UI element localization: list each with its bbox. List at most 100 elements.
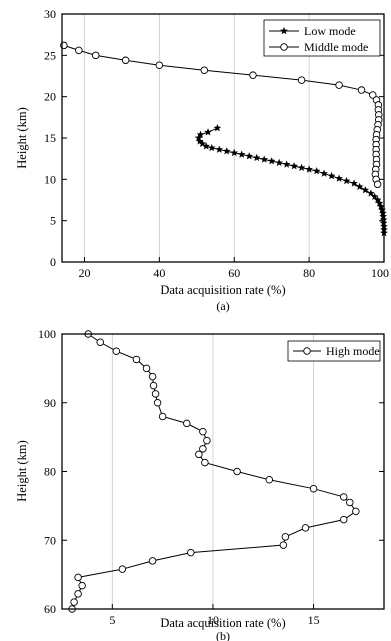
chart-a-data-point bbox=[361, 185, 370, 194]
chart-b-series-line bbox=[71, 333, 357, 610]
chart-a-data-point bbox=[370, 192, 379, 201]
chart-a-data-point bbox=[213, 123, 222, 132]
chart-a-data-point bbox=[207, 143, 216, 152]
chart-a-data-point bbox=[366, 189, 375, 197]
chart-a-data-point bbox=[121, 56, 130, 65]
chart-b-data-point bbox=[203, 436, 211, 445]
chart-a-data-point bbox=[342, 176, 351, 185]
chart-a-y-tick-label: 0 bbox=[50, 255, 56, 269]
chart-b-tick-labels: 5 10 15 60 70 80 90 100 bbox=[38, 327, 320, 627]
chart-b-xlabel: Data acquisition rate (%) bbox=[160, 616, 285, 630]
chart-b-data-point bbox=[195, 450, 203, 459]
chart-a-y-tick-label: 5 bbox=[50, 214, 56, 228]
chart-b-grid bbox=[111, 334, 314, 609]
chart-b-data-point bbox=[201, 458, 209, 467]
chart-a-data-point bbox=[196, 130, 205, 139]
chart-b-data-point bbox=[118, 565, 127, 573]
chart-b-data-point bbox=[281, 533, 290, 541]
chart-b-data-point bbox=[153, 399, 162, 407]
chart-a-data-point bbox=[373, 180, 382, 189]
legend-star-marker-shape bbox=[280, 26, 288, 35]
chart-b-data-point bbox=[78, 581, 86, 590]
chart-a-data-point bbox=[305, 165, 314, 173]
chart-a-data-point bbox=[350, 179, 359, 187]
chart-b-legend-label-high: High mode bbox=[326, 344, 380, 358]
chart-a-x-tick-label: 100 bbox=[371, 266, 389, 280]
chart-b-caption: (b) bbox=[216, 629, 230, 641]
chart-b-data-point bbox=[340, 515, 348, 524]
chart-a-data-point bbox=[320, 169, 329, 177]
chart-a-data-point bbox=[335, 81, 343, 89]
chart-a-data-point bbox=[91, 51, 100, 60]
legend-circle-marker bbox=[280, 43, 288, 51]
chart-b-data-point bbox=[151, 390, 160, 398]
legend-circle-marker bbox=[303, 347, 311, 355]
chart-b-data-point bbox=[158, 412, 167, 421]
chart-b-y-tick-label: 100 bbox=[38, 327, 56, 341]
chart-a-data-point bbox=[222, 147, 231, 155]
chart-a-data-point bbox=[297, 163, 306, 172]
chart-b-y-tick-label: 90 bbox=[44, 396, 56, 410]
chart-b-x-tick-label: 15 bbox=[308, 613, 320, 627]
chart-b-x-tick-label: 10 bbox=[207, 613, 219, 627]
chart-b-data-point bbox=[279, 541, 288, 549]
chart-b: 5 10 15 60 70 80 90 100 Data acquisition rate (… bbox=[15, 327, 385, 641]
chart-a-data-point bbox=[297, 76, 306, 84]
chart-a-data-point bbox=[204, 128, 212, 136]
chart-a-data-point bbox=[200, 66, 209, 74]
chart-a-data-point bbox=[249, 71, 257, 79]
chart-a-y-tick-label: 25 bbox=[44, 48, 56, 62]
chart-a-series-line bbox=[198, 127, 385, 234]
chart-a-data-point bbox=[335, 174, 344, 182]
chart-b-x-tick-label: 5 bbox=[109, 613, 115, 627]
chart-a-y-tick-label: 20 bbox=[44, 90, 56, 104]
chart-b-data-point bbox=[112, 347, 121, 355]
chart-a-data-point bbox=[369, 91, 377, 99]
chart-a-y-tick-label: 10 bbox=[44, 172, 56, 186]
chart-b-data-point bbox=[352, 507, 360, 516]
chart-a-data-point bbox=[375, 199, 384, 207]
chart-a-data-point bbox=[290, 161, 299, 170]
chart-a-legend: Low mode Middle mode bbox=[263, 19, 381, 57]
legend-circle-marker-shape bbox=[303, 347, 311, 355]
chart-b-ticks bbox=[62, 333, 384, 610]
chart-a-series-0 bbox=[194, 123, 388, 237]
chart-b-legend-box bbox=[287, 340, 381, 362]
chart-a-series-line bbox=[63, 44, 380, 185]
chart-a-data-point bbox=[202, 142, 211, 150]
chart-b-data-point bbox=[74, 573, 82, 582]
chart-a-data-point bbox=[252, 153, 261, 162]
chart-a-legend-label-middle: Middle mode bbox=[304, 40, 368, 54]
legend-star-marker bbox=[280, 26, 288, 35]
chart-a-legend-entry-low: Low mode bbox=[269, 24, 356, 38]
chart-a-data-point bbox=[357, 86, 366, 94]
chart-b-y-tick-label: 60 bbox=[44, 602, 56, 616]
chart-a-data-point bbox=[245, 152, 254, 160]
chart-a-data-point bbox=[282, 160, 291, 168]
chart-a-data-point bbox=[155, 61, 164, 70]
chart-b-data-point bbox=[265, 476, 274, 484]
chart-b-data-point bbox=[340, 493, 348, 501]
chart-b-data-point bbox=[309, 484, 318, 493]
chart-a-tick-labels: 20 40 60 80 100 0 5 10 15 20 25 30 bbox=[44, 7, 389, 280]
chart-a-legend-entry-middle: Middle mode bbox=[269, 40, 368, 54]
chart-a-y-tick-label: 30 bbox=[44, 7, 56, 21]
chart-a: 20 40 60 80 100 0 5 10 15 20 25 30 Data acquisition… bbox=[15, 7, 389, 313]
chart-a-data-point bbox=[75, 46, 83, 55]
chart-b-ylabel: Height (km) bbox=[15, 440, 29, 501]
chart-b-legend: High mode bbox=[287, 340, 381, 362]
chart-a-data-point bbox=[275, 158, 284, 167]
chart-b-data-point bbox=[70, 598, 78, 606]
chart-a-x-tick-label: 20 bbox=[78, 266, 90, 280]
chart-b-data-point bbox=[132, 355, 141, 364]
chart-a-series-1 bbox=[60, 41, 383, 189]
chart-a-data-point bbox=[373, 195, 382, 204]
chart-a-data-point bbox=[267, 156, 276, 165]
chart-a-legend-label-low: Low mode bbox=[304, 24, 356, 38]
chart-a-data-point bbox=[260, 155, 269, 163]
chart-b-data-point bbox=[74, 590, 82, 598]
chart-b-data-point bbox=[148, 557, 157, 565]
chart-b-data-point bbox=[233, 467, 241, 476]
chart-b-legend-entry-high: High mode bbox=[293, 344, 380, 358]
